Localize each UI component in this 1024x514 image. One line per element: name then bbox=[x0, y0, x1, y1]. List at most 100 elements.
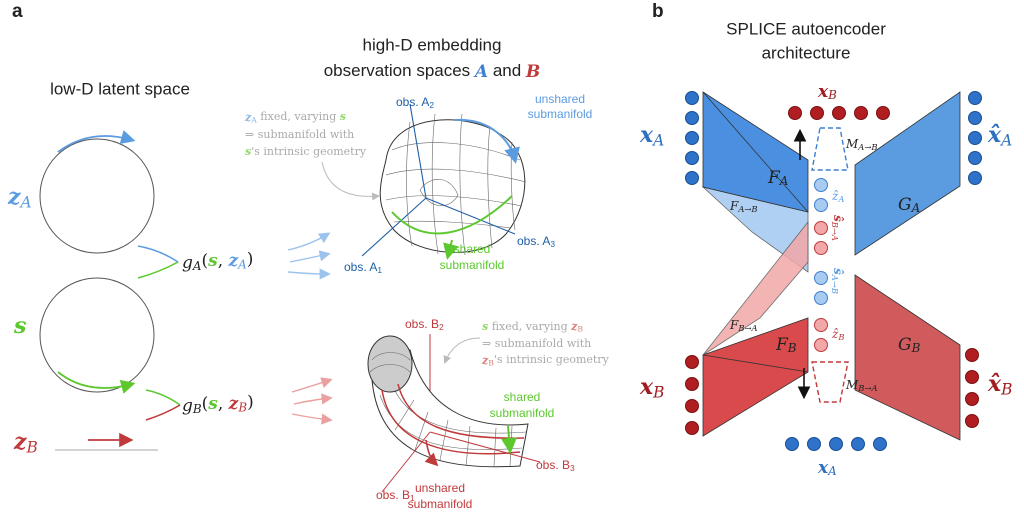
node bbox=[969, 112, 982, 125]
node bbox=[877, 107, 890, 120]
text-part: ) bbox=[247, 249, 254, 269]
text-part: obs. A bbox=[344, 260, 377, 274]
arrow bbox=[445, 338, 480, 362]
subscript: 3 bbox=[550, 239, 555, 249]
text-part: g bbox=[182, 253, 193, 273]
node bbox=[686, 112, 699, 125]
text-part: G bbox=[898, 335, 912, 355]
text-part: obs. A bbox=[517, 234, 550, 248]
node bbox=[852, 438, 865, 451]
node bbox=[686, 172, 699, 185]
annotation: submanifold bbox=[440, 258, 505, 272]
node bbox=[966, 415, 979, 428]
subscript: B bbox=[652, 383, 664, 401]
text-part: s bbox=[13, 313, 26, 339]
map-label: gA(s, zA) bbox=[182, 249, 253, 273]
decoder bbox=[855, 92, 960, 255]
node bbox=[815, 272, 828, 285]
text-part: A bbox=[473, 62, 488, 82]
text-part: 's intrinsic geometry bbox=[251, 145, 367, 158]
note: s fixed, varying zB bbox=[482, 320, 583, 334]
annotation: submanifold bbox=[528, 107, 593, 121]
manifold-a bbox=[362, 104, 526, 256]
text-part: s bbox=[207, 394, 218, 414]
text-part: , bbox=[218, 394, 229, 414]
axis-label: obs. A1 bbox=[344, 260, 382, 275]
io-label: xA bbox=[817, 458, 837, 479]
node bbox=[830, 438, 843, 451]
subscript: B bbox=[787, 341, 797, 355]
subscript: B bbox=[577, 325, 583, 334]
subscript: B bbox=[911, 341, 921, 355]
text-part: ( bbox=[202, 394, 209, 414]
subscript: B bbox=[827, 88, 837, 102]
node bbox=[966, 349, 979, 362]
subscript: B bbox=[26, 438, 38, 456]
node bbox=[815, 339, 828, 352]
latent-circle bbox=[40, 278, 154, 392]
text-part: G bbox=[898, 195, 912, 215]
node bbox=[969, 132, 982, 145]
subscript: B→A bbox=[831, 221, 841, 241]
text-part: x̂ bbox=[987, 371, 1002, 397]
panel-a: a low-D latent space high-D embedding ob… bbox=[7, 1, 610, 511]
node bbox=[874, 438, 887, 451]
node bbox=[686, 422, 699, 435]
axis-label: obs. A3 bbox=[517, 234, 555, 249]
text-part: B bbox=[525, 62, 540, 82]
node bbox=[969, 152, 982, 165]
node bbox=[686, 132, 699, 145]
subscript: A bbox=[192, 259, 202, 273]
node bbox=[969, 92, 982, 105]
subscript: A bbox=[19, 193, 32, 211]
subscript: A bbox=[837, 193, 844, 203]
map-label: gB(s, zB) bbox=[182, 392, 254, 416]
annotation: shared bbox=[504, 390, 541, 404]
subscript: B bbox=[237, 400, 247, 414]
text-part: z bbox=[228, 251, 239, 271]
node bbox=[815, 222, 828, 235]
text-part: x bbox=[639, 122, 654, 148]
io-label: x̂B bbox=[987, 371, 1012, 398]
branch bbox=[146, 405, 180, 420]
latent-label: ẑA bbox=[831, 189, 844, 204]
subscript: A→B bbox=[737, 203, 757, 213]
text-part: M bbox=[845, 378, 859, 392]
latent-label: zA bbox=[7, 184, 32, 211]
text-part: z bbox=[228, 394, 239, 414]
text-part: obs. B bbox=[376, 488, 410, 502]
io-label: xA bbox=[639, 122, 664, 149]
subscript: B bbox=[1000, 380, 1012, 398]
text-part: obs. A bbox=[396, 95, 429, 109]
figure: a low-D latent space high-D embedding ob… bbox=[0, 0, 1024, 514]
node bbox=[815, 242, 828, 255]
node bbox=[833, 107, 846, 120]
panel-title: architecture bbox=[762, 43, 851, 62]
text-part: , bbox=[218, 251, 229, 271]
text-part: observation spaces bbox=[324, 61, 475, 80]
text-part: ⇒ submanifold with bbox=[482, 337, 591, 350]
node bbox=[815, 179, 828, 192]
node bbox=[686, 378, 699, 391]
note: ⇒ submanifold with bbox=[482, 337, 591, 350]
node bbox=[808, 438, 821, 451]
mapping-net bbox=[812, 362, 848, 402]
node bbox=[815, 199, 828, 212]
note: s's intrinsic geometry bbox=[245, 145, 367, 158]
embedding-title: high-D embedding bbox=[363, 35, 502, 54]
text-part: x bbox=[639, 374, 654, 400]
node bbox=[686, 152, 699, 165]
subscript: A→B bbox=[857, 141, 877, 151]
arrow bbox=[322, 162, 378, 196]
decoder bbox=[855, 275, 960, 440]
node bbox=[966, 393, 979, 406]
text-part: ⇒ submanifold with bbox=[245, 128, 354, 141]
arrows bbox=[292, 380, 330, 420]
arrow bbox=[58, 372, 132, 388]
note: zA fixed, varying s bbox=[244, 110, 346, 125]
latent-title: low-D latent space bbox=[50, 79, 190, 98]
subscript: 2 bbox=[439, 322, 444, 332]
annotation: unshared bbox=[415, 481, 465, 495]
subscript: A bbox=[237, 257, 247, 271]
mapping-net bbox=[812, 128, 848, 170]
